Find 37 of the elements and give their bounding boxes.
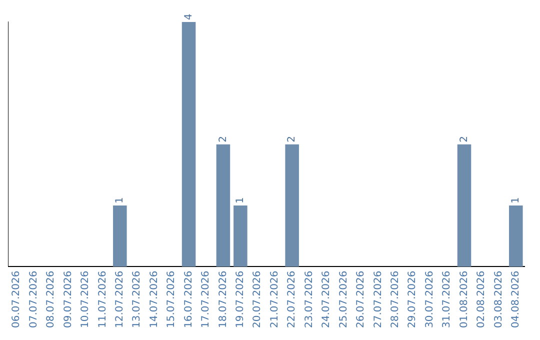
x-tick-label: 10.07.2026	[80, 270, 92, 328]
x-tick-label: 06.07.2026	[11, 270, 22, 328]
x-tick-label: 12.07.2026	[114, 270, 126, 328]
data-label: 1	[235, 197, 246, 204]
x-tick-label: 15.07.2026	[166, 270, 178, 328]
x-tick-label: 28.07.2026	[390, 270, 401, 328]
x-tick-label: 17.07.2026	[200, 270, 212, 328]
x-tick-label: 29.07.2026	[407, 270, 418, 328]
x-tick-label: 19.07.2026	[235, 270, 246, 328]
x-tick-label: 07.07.2026	[28, 270, 40, 328]
x-tick-label: 11.07.2026	[97, 270, 108, 328]
data-label: 2	[218, 136, 229, 142]
x-tick-label: 18.07.2026	[218, 270, 229, 328]
x-tick-label: 08.07.2026	[46, 270, 57, 328]
x-tick-label: 09.07.2026	[62, 270, 74, 328]
x-tick-label: 26.07.2026	[356, 270, 367, 328]
x-tick-label: 25.07.2026	[338, 270, 350, 328]
x-tick-label: 20.07.2026	[252, 270, 264, 328]
x-tick-label: 14.07.2026	[148, 270, 160, 328]
data-label: 1	[114, 197, 126, 204]
x-tick-label: 21.07.2026	[269, 270, 280, 328]
x-tick-label: 23.07.2026	[304, 270, 315, 328]
x-tick-label: 01.08.2026	[458, 270, 470, 328]
x-tick-label: 22.07.2026	[286, 270, 298, 328]
x-tick-label: 27.07.2026	[372, 270, 384, 328]
data-label: 1	[510, 197, 522, 204]
x-tick-label: 16.07.2026	[183, 270, 194, 328]
data-label: 2	[286, 136, 298, 142]
x-tick-label: 04.08.2026	[510, 270, 522, 328]
data-label: 4	[183, 14, 194, 20]
x-tick-label: 03.08.2026	[493, 270, 504, 328]
x-tick-label: 13.07.2026	[132, 270, 143, 328]
x-tick-label: 30.07.2026	[424, 270, 436, 328]
x-tick-label: 31.07.2026	[442, 270, 453, 328]
x-tick-label: 02.08.2026	[476, 270, 488, 328]
data-label: 2	[458, 136, 470, 142]
x-tick-label: 24.07.2026	[321, 270, 332, 328]
